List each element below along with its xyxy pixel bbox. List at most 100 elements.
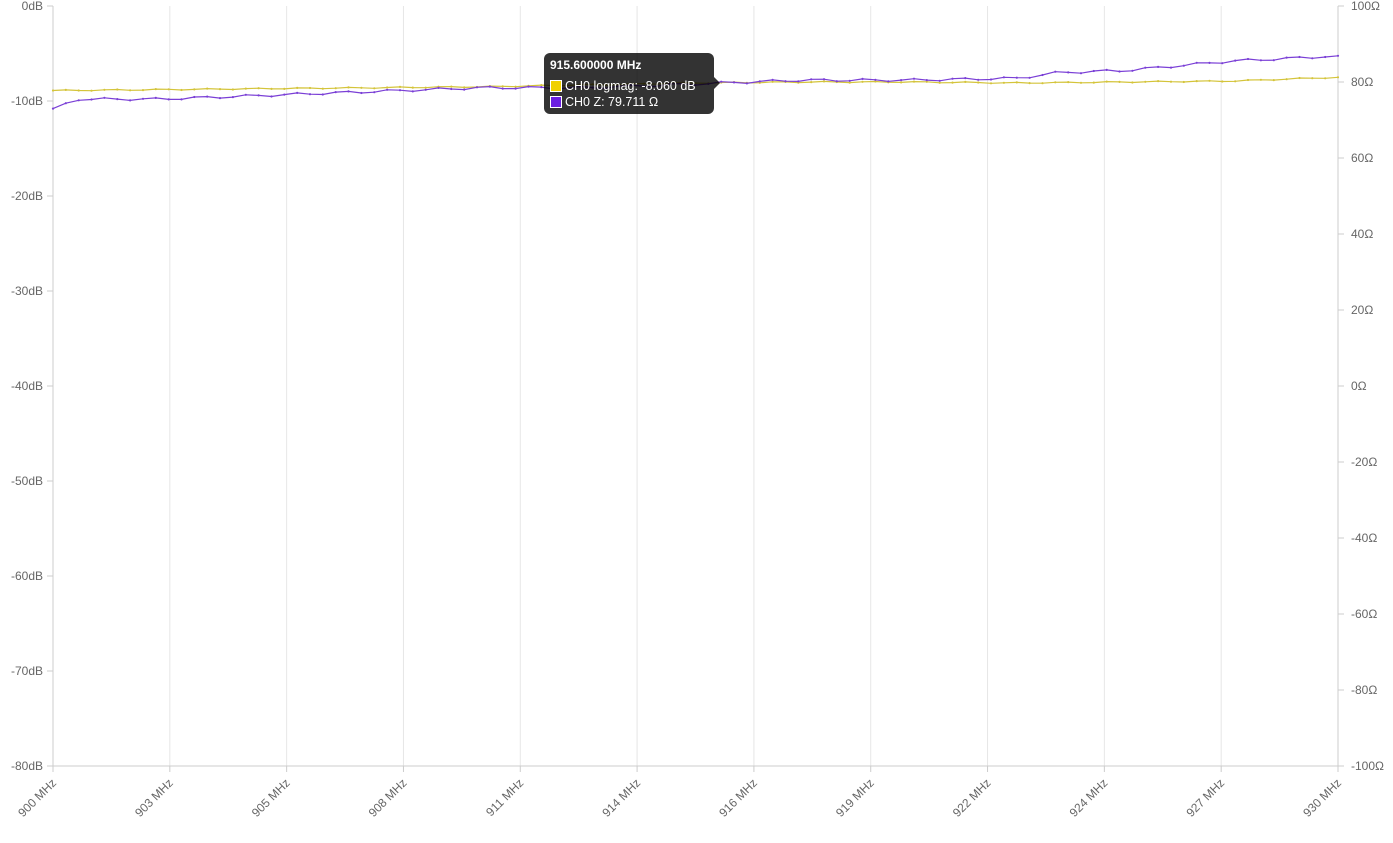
x-axis-ticks: 900 MHz 903 MHz 905 MHz 908 MHz 911 MHz 914 M…: [15, 776, 1344, 820]
data-point: [218, 97, 222, 100]
data-point: [1105, 80, 1108, 83]
data-point: [912, 80, 916, 83]
data-point: [154, 88, 157, 91]
y-right-tick-label: 0Ω: [1351, 379, 1367, 393]
data-point: [206, 87, 209, 90]
x-tick-label: 914 MHz: [599, 776, 643, 820]
data-point: [1092, 81, 1095, 84]
data-point: [501, 87, 504, 90]
data-point: [964, 80, 967, 83]
data-point: [129, 99, 132, 102]
data-point: [206, 95, 209, 98]
data-point: [732, 81, 736, 84]
y-right-tick-label: 100Ω: [1351, 0, 1380, 13]
data-point: [141, 97, 145, 100]
data-point: [1079, 81, 1083, 84]
data-point: [51, 89, 55, 92]
data-point: [1246, 78, 1250, 82]
data-point: [1272, 79, 1275, 82]
data-point: [1131, 81, 1134, 84]
data-point: [912, 77, 916, 80]
data-point: [373, 91, 376, 94]
data-point: [424, 88, 427, 91]
data-point: [822, 80, 826, 83]
data-point: [848, 81, 851, 84]
axes: [47, 5, 1344, 772]
x-tick-label: 927 MHz: [1183, 776, 1227, 820]
data-point: [1311, 57, 1314, 60]
data-point: [938, 81, 941, 84]
data-point: [90, 89, 93, 92]
data-point: [797, 80, 800, 83]
data-point: [822, 78, 826, 81]
data-point: [321, 93, 324, 96]
data-point: [1324, 55, 1327, 59]
data-point: [1208, 79, 1211, 82]
data-point: [283, 87, 286, 90]
tooltip-title: 915.600000 MHz: [550, 58, 642, 72]
data-point: [463, 86, 466, 89]
data-point: [1067, 81, 1070, 84]
data-point: [758, 80, 761, 83]
data-point: [347, 90, 350, 93]
data-point: [514, 85, 517, 88]
data-point: [1144, 80, 1147, 83]
left-axis-ticks: 0dB -10dB -20dB -30dB -40dB -50dB -60dB -70dB -8…: [11, 0, 43, 773]
data-point: [424, 86, 427, 89]
data-point: [180, 88, 183, 92]
data-point: [1298, 76, 1301, 80]
data-point: [1324, 77, 1327, 80]
data-point: [475, 86, 479, 89]
y-right-tick-label: -60Ω: [1351, 607, 1377, 621]
data-point: [900, 79, 903, 82]
y-left-tick-label: -80dB: [11, 759, 43, 773]
data-point: [1234, 80, 1237, 83]
data-point: [386, 86, 389, 89]
data-point: [51, 107, 55, 110]
data-point: [257, 94, 260, 97]
y-left-tick-label: -50dB: [11, 474, 43, 488]
data-point: [874, 78, 877, 81]
data-point: [373, 87, 376, 90]
data-point: [231, 88, 234, 91]
data-point: [745, 82, 749, 85]
data-point: [270, 87, 273, 90]
data-point: [77, 99, 80, 102]
y-right-tick-label: -20Ω: [1351, 455, 1377, 469]
data-point: [1221, 80, 1224, 83]
y-right-tick-label: 40Ω: [1351, 227, 1373, 241]
y-left-tick-label: -40dB: [11, 379, 43, 393]
data-point: [386, 88, 389, 91]
y-left-tick-label: 0dB: [22, 0, 43, 13]
data-point: [1015, 76, 1018, 79]
data-point: [360, 86, 363, 89]
data-point: [1067, 71, 1070, 74]
data-point: [398, 89, 402, 92]
data-point: [1131, 69, 1134, 72]
tooltip-row-logmag: CH0 logmag: -8.060 dB: [550, 78, 708, 94]
data-point: [989, 82, 993, 85]
data-point: [1041, 82, 1044, 85]
data-point: [1246, 57, 1250, 61]
data-point: [835, 80, 838, 83]
data-point: [1272, 59, 1275, 62]
x-tick-label: 905 MHz: [249, 776, 293, 820]
data-point: [334, 87, 337, 90]
data-point: [1221, 62, 1224, 65]
data-point: [103, 88, 106, 91]
data-point: [64, 102, 67, 105]
data-point: [977, 78, 980, 81]
data-point: [1336, 76, 1340, 79]
data-point: [861, 77, 864, 80]
data-point: [1182, 64, 1185, 67]
data-point: [411, 86, 414, 89]
data-point: [1092, 69, 1095, 73]
data-point: [1311, 77, 1314, 80]
data-point: [771, 80, 774, 83]
data-point: [1105, 68, 1108, 71]
data-point: [810, 81, 813, 84]
data-point: [167, 88, 170, 91]
data-point: [1259, 59, 1262, 62]
data-point: [64, 88, 67, 91]
data-point: [1182, 80, 1185, 84]
